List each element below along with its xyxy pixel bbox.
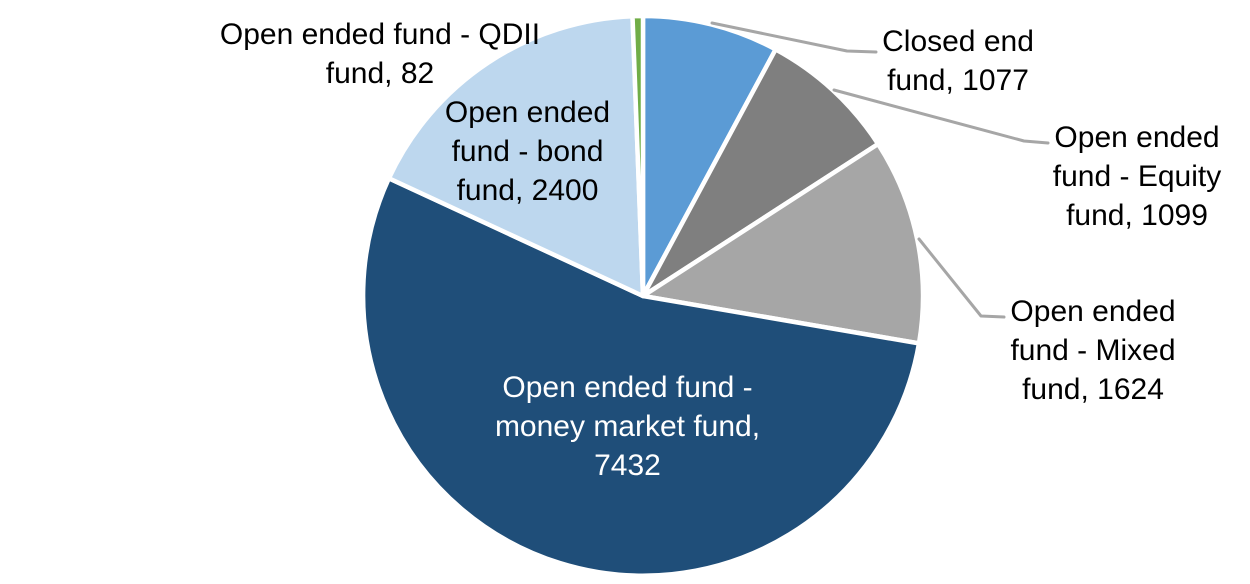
label-line: Open ended [1010,295,1176,328]
label-line: money market fund, [494,410,761,443]
slice-label-open-ended-bond-fund: Open ended fund - bond fund, 2400 [415,93,640,210]
pie-slice-closed-end-fund [640,13,778,299]
label-line: fund - bond [451,135,604,168]
label-line: Open ended [444,96,611,129]
pie-slice-open-ended-money-market-fund [360,176,922,578]
label-line: Open ended fund - QDII [219,18,541,51]
pie-slice-open-ended-bond-fund [386,13,646,299]
label-line: Open ended [1054,121,1220,154]
leader-line-closed-end-fund [710,21,878,54]
slice-label-open-ended-equity-fund: Open ended fund - Equity fund, 1099 [1027,118,1247,235]
slice-label-closed-end-fund: Closed end fund, 1077 [855,22,1061,100]
label-line: fund, 82 [325,57,435,90]
label-line: 7432 [594,449,661,482]
label-line: fund - Equity [1052,160,1222,193]
label-line: fund, 1099 [1066,199,1208,232]
label-line: fund, 1077 [887,64,1029,97]
pie-slices [360,13,926,578]
slice-label-open-ended-mixed-fund: Open ended fund - Mixed fund, 1624 [983,292,1203,409]
pie-slice-open-ended-mixed-fund [640,141,926,346]
label-line: Open ended fund - [502,371,753,404]
slice-label-open-ended-qdii-fund: Open ended fund - QDII fund, 82 [185,15,575,93]
leader-lines [710,21,1050,319]
label-line: Closed end [882,25,1034,58]
leader-line-open-ended-equity-fund [832,88,1050,145]
label-line: fund - Mixed [1010,334,1176,367]
leader-line-open-ended-mixed-fund [917,237,1006,319]
label-line: fund, 2400 [456,174,599,207]
label-line: fund, 1624 [1022,373,1164,406]
slice-label-open-ended-money-market-fund: Open ended fund - money market fund, 743… [445,368,810,485]
pie-slice-open-ended-qdii-fund [630,13,646,299]
